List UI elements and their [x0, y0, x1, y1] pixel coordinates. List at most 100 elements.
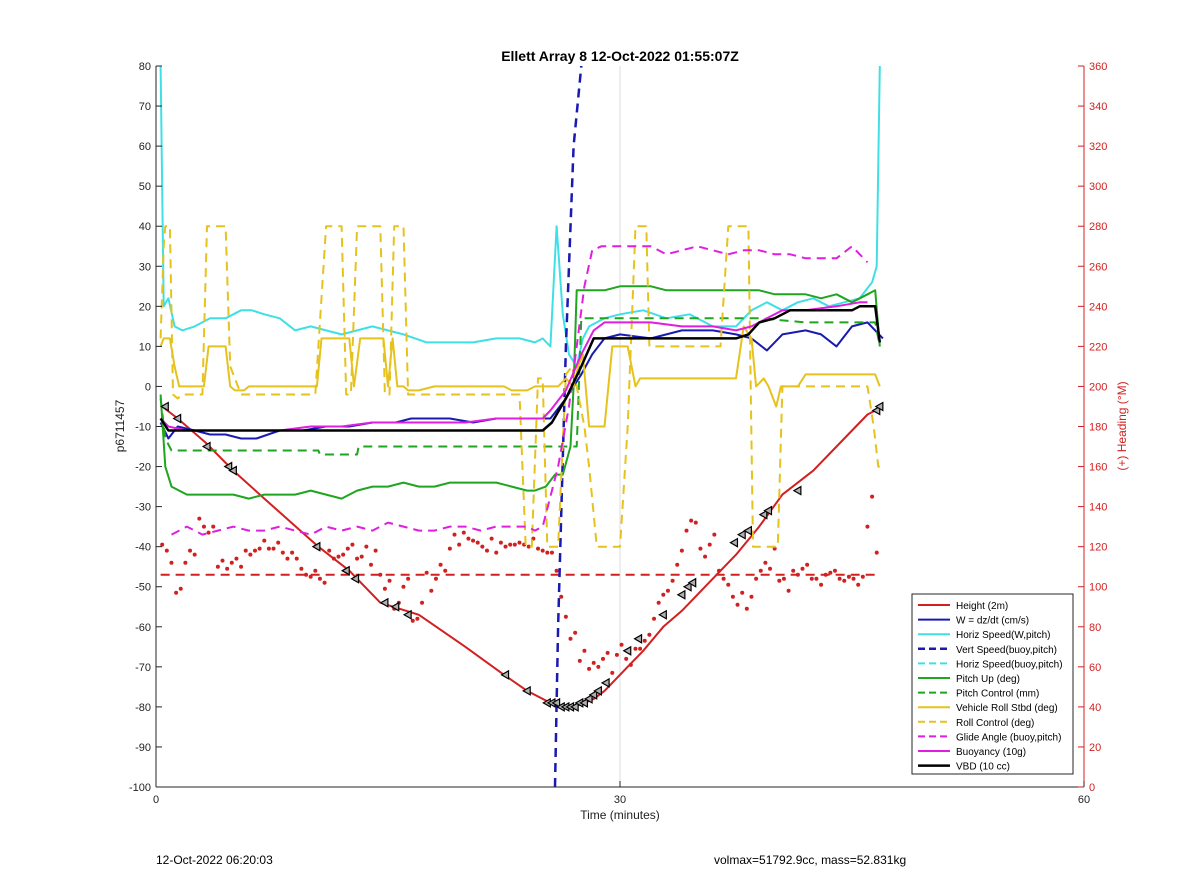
- series-line-glide-angle-buoy-pitch: [171, 245, 869, 536]
- y-tick-label: 30: [139, 261, 151, 273]
- depth-marker: [311, 541, 321, 552]
- heading-point: [661, 592, 666, 597]
- depth-marker: [622, 645, 632, 656]
- heading-point: [364, 544, 369, 549]
- legend-label: VBD (10 cc): [956, 762, 1010, 773]
- y-right-tick-label: 240: [1089, 301, 1107, 313]
- depth-marker: [633, 633, 643, 644]
- heading-point: [248, 552, 253, 557]
- heading-point: [795, 572, 800, 577]
- heading-point: [382, 586, 387, 591]
- heading-point: [563, 614, 568, 619]
- heading-point: [211, 524, 216, 529]
- y-tick-label: -60: [135, 622, 151, 634]
- footer-timestamp: 12-Oct-2022 06:20:03: [156, 853, 273, 867]
- depth-marker: [729, 537, 739, 548]
- heading-point: [271, 546, 276, 551]
- series-line-roll-control-deg: [159, 225, 880, 548]
- depth-marker: [758, 509, 768, 520]
- y-tick-label: -40: [135, 542, 151, 554]
- heading-point: [610, 670, 615, 675]
- heading-point: [285, 556, 290, 561]
- heading-point: [675, 562, 680, 567]
- y-tick-label: -80: [135, 702, 151, 714]
- heading-point: [503, 544, 508, 549]
- heading-point: [317, 576, 322, 581]
- heading-point: [726, 582, 731, 587]
- heading-point: [373, 548, 378, 553]
- heading-point: [243, 548, 248, 553]
- heading-point: [614, 652, 619, 657]
- depth-marker: [579, 697, 589, 708]
- heading-point: [494, 550, 499, 555]
- heading-point: [276, 540, 281, 545]
- heading-point: [447, 546, 452, 551]
- heading-point: [174, 590, 179, 595]
- heading-point: [591, 660, 596, 665]
- y-right-tick-label: 40: [1089, 702, 1101, 714]
- heading-point: [508, 542, 513, 547]
- legend-box: [911, 593, 1074, 775]
- heading-point: [647, 632, 652, 637]
- heading-point: [420, 600, 425, 605]
- heading-point: [605, 650, 610, 655]
- heading-point: [837, 576, 842, 581]
- heading-point: [262, 538, 267, 543]
- heading-point: [355, 556, 360, 561]
- series-line-vbd-10-cc: [159, 305, 882, 432]
- heading-point: [234, 556, 239, 561]
- y-right-tick-label: 120: [1089, 542, 1107, 554]
- heading-point: [484, 548, 489, 553]
- heading-point: [401, 584, 406, 589]
- depth-marker: [390, 601, 400, 612]
- depth-marker: [682, 581, 692, 592]
- heading-point: [652, 616, 657, 621]
- heading-point: [684, 528, 689, 533]
- heading-point: [573, 630, 578, 635]
- heading-point: [252, 548, 257, 553]
- depth-marker: [569, 701, 579, 712]
- heading-point: [350, 542, 355, 547]
- legend-label: Pitch Control (mm): [956, 689, 1039, 700]
- y-right-tick-label: 260: [1089, 261, 1107, 273]
- heading-point: [215, 564, 220, 569]
- chart-title: Ellett Array 8 12-Oct-2022 01:55:07Z: [501, 48, 739, 64]
- y-right-tick-label: 300: [1089, 181, 1107, 193]
- heading-point: [443, 568, 448, 573]
- heading-point: [429, 588, 434, 593]
- heading-point: [239, 564, 244, 569]
- y-right-tick-label: 100: [1089, 582, 1107, 594]
- heading-point: [294, 556, 299, 561]
- y-right-tick-label: 220: [1089, 341, 1107, 353]
- heading-point: [800, 566, 805, 571]
- heading-point: [201, 524, 206, 529]
- legend-label: Horiz Speed(buoy,pitch): [956, 659, 1063, 670]
- depth-marker: [228, 465, 237, 476]
- depth-marker: [687, 577, 697, 588]
- y-right-tick-label: 60: [1089, 662, 1101, 674]
- heading-point: [856, 582, 861, 587]
- heading-point: [536, 546, 541, 551]
- depth-marker: [743, 525, 752, 536]
- heading-point: [336, 554, 341, 559]
- y-tick-label: -100: [129, 782, 151, 794]
- y-axis-right-label: (+) Heading (°M): [1115, 381, 1129, 470]
- heading-point: [846, 574, 851, 579]
- heading-point: [763, 560, 768, 565]
- y-tick-label: -70: [135, 662, 151, 674]
- heading-point: [220, 558, 225, 563]
- depth-marker: [676, 589, 686, 600]
- depth-marker: [521, 685, 531, 696]
- heading-point: [730, 594, 735, 599]
- heading-point: [406, 576, 411, 581]
- heading-point: [874, 550, 879, 555]
- heading-point: [345, 546, 350, 551]
- y-right-tick-label: 80: [1089, 622, 1101, 634]
- heading-point: [577, 658, 582, 663]
- legend-label: Pitch Up (deg): [956, 674, 1020, 685]
- heading-point: [549, 550, 554, 555]
- heading-point: [633, 646, 638, 651]
- heading-point: [489, 536, 494, 541]
- depth-marker: [223, 461, 233, 472]
- x-tick-label: 0: [153, 794, 159, 806]
